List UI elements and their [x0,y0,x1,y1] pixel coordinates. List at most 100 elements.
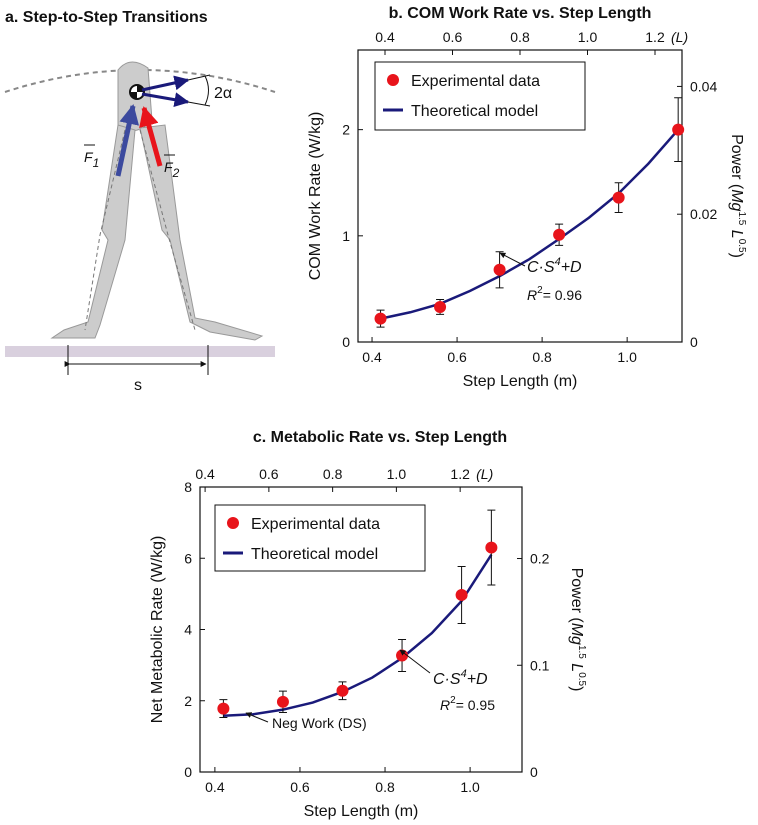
data-point [493,263,506,276]
data-point [276,695,289,708]
legend-box [214,504,426,572]
y2-axis-label-part: Mg [728,189,745,211]
velocity-arrow [141,75,190,92]
y2-tick-label: 0.2 [530,551,550,567]
x-tick-label: 0.8 [375,779,395,795]
data-point [455,588,468,601]
equation-label: C·S4+D [433,668,488,688]
model-curve [223,554,493,717]
y2-axis-label-part: 0.5 [736,239,747,253]
r-squared-part: 2 [450,695,456,706]
force-label: F2 [164,159,180,180]
x2-tick-label: 1.0 [387,466,407,482]
data-point [672,123,685,136]
angle-arc [204,75,209,106]
x2-tick-label: 1.2 [645,29,665,45]
x-tick-label: 0.4 [362,349,382,365]
panel-a-title: a. Step-to-Step Transitions [5,9,208,26]
x-tick-label: 1.0 [617,349,637,365]
equation-label: C·S4+D [527,256,582,276]
y2-tick-label: 0 [530,764,538,780]
y2-tick-label: 0.1 [530,657,550,673]
y2-axis-label-part: Power ( [728,134,745,190]
r-squared-part: R [440,697,450,713]
y2-tick-label: 0.04 [690,78,717,94]
y2-tick-label: 0.02 [690,206,717,222]
x-tick-label: 0.6 [447,349,467,365]
data-point [336,684,349,697]
leg-line [84,129,126,331]
ground [5,346,275,357]
y2-axis-label-part: L [728,225,745,238]
equation-part: +D [561,259,582,276]
r-squared-part: 2 [537,285,543,296]
y2-tick-label: 0 [690,334,698,350]
left-leg [50,124,136,339]
y2-axis-label-part: ) [728,253,745,258]
force-arrow [115,104,140,177]
chart-title: b. COM Work Rate vs. Step Length [389,5,652,22]
x2-tick-label: 0.8 [510,29,530,45]
angle-line [187,74,211,81]
r-squared-part: R [527,287,537,303]
r-squared-label: R2= 0.96 [527,285,582,303]
x2-tick-label: 0.6 [259,466,279,482]
legend-label: Experimental data [251,516,380,533]
x2-tick-label: 0.8 [323,466,343,482]
x-tick-label: 0.8 [532,349,552,365]
y2-axis-label-part: 1.5 [576,645,587,659]
x2-axis-unit: (L) [671,29,688,45]
y-tick-label: 0 [342,334,350,350]
legend-label: Theoretical model [251,546,378,563]
equation-part: C·S [527,259,555,276]
y2-axis-label: Power (Mg1.5 L0.5) [568,568,587,692]
x2-tick-label: 0.6 [443,29,463,45]
force-label: F1 [84,149,99,170]
y2-axis-label: Power (Mg1.5 L0.5) [728,134,747,258]
annotation-arrow [245,712,269,723]
data-point [485,541,498,554]
annotation-arrow [499,252,526,267]
angle-label: 2α [214,85,232,102]
equation-part: +D [467,671,488,688]
legend-box [374,61,586,131]
r-squared-part: = 0.95 [456,697,496,713]
y2-axis-label-part: ) [568,686,585,691]
r-squared-part: = 0.96 [543,287,583,303]
x-axis-label: Step Length (m) [304,803,419,820]
y-tick-label: 2 [342,122,350,138]
y2-axis-label-part: L [568,659,585,672]
x2-tick-label: 0.4 [375,29,395,45]
y-tick-label: 2 [184,693,192,709]
y-tick-label: 6 [184,550,192,566]
data-point [612,191,625,204]
equation-part: C·S [433,671,461,688]
r-squared-label: R2= 0.95 [440,695,495,713]
angle-line [187,101,211,107]
data-point [434,300,447,313]
legend-marker [387,74,399,86]
data-point [553,228,566,241]
step-label: s [134,377,142,394]
y-tick-label: 1 [342,228,350,244]
velocity-arrow [141,92,190,108]
legend-label: Theoretical model [411,103,538,120]
y-axis-label: COM Work Rate (W/kg) [307,112,324,281]
y-tick-label: 4 [184,622,192,638]
x-tick-label: 0.6 [290,779,310,795]
annotation-arrow [399,649,431,674]
force-arrow [139,106,163,167]
x2-tick-label: 1.0 [578,29,598,45]
y-tick-label: 0 [184,764,192,780]
x-axis-label: Step Length (m) [463,373,578,390]
y-axis-label: Net Metabolic Rate (W/kg) [149,536,166,724]
com-symbol [130,85,144,99]
y-tick-label: 8 [184,479,192,495]
x2-tick-label: 0.4 [195,466,215,482]
y2-axis-label-part: Power ( [568,568,585,624]
x-tick-label: 1.0 [460,779,480,795]
y2-axis-label-part: 1.5 [736,211,747,225]
model-curve [380,128,680,320]
data-point [374,312,387,325]
